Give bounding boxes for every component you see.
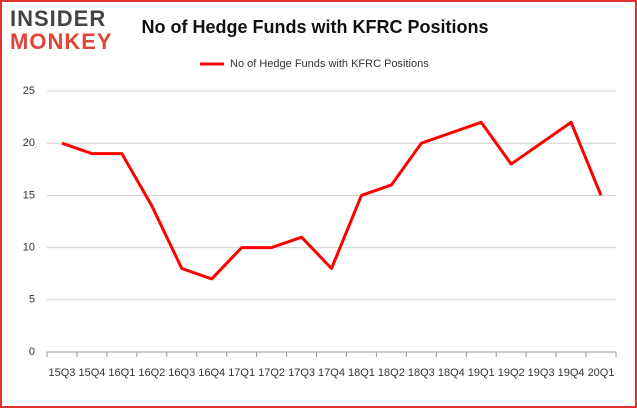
x-tick-label: 18Q3 bbox=[408, 367, 435, 379]
chart-title: No of Hedge Funds with KFRC Positions bbox=[142, 17, 489, 37]
x-tick-label: 17Q4 bbox=[318, 367, 345, 379]
x-tick-label: 15Q4 bbox=[78, 367, 105, 379]
x-tick-label: 20Q1 bbox=[588, 367, 615, 379]
x-tick-label: 17Q2 bbox=[258, 367, 285, 379]
x-tick-label: 18Q2 bbox=[378, 367, 405, 379]
data-line bbox=[61, 120, 603, 281]
x-tick-label: 18Q4 bbox=[438, 367, 465, 379]
x-tick-label: 16Q1 bbox=[108, 367, 135, 379]
x-tick-label: 15Q3 bbox=[49, 367, 76, 379]
y-tick-label: 20 bbox=[23, 137, 35, 149]
x-tick-label: 19Q4 bbox=[558, 367, 585, 379]
y-tick-label: 0 bbox=[29, 346, 35, 358]
x-tick-label: 16Q3 bbox=[168, 367, 195, 379]
y-tick-label: 5 bbox=[29, 294, 35, 306]
x-tick-label: 16Q2 bbox=[138, 367, 165, 379]
logo-top: INSIDER bbox=[10, 6, 106, 31]
x-tick-label: 17Q1 bbox=[228, 367, 255, 379]
y-tick-label: 10 bbox=[23, 242, 35, 254]
logo-bottom: MONKEY bbox=[10, 29, 113, 54]
x-tick-label: 17Q3 bbox=[288, 367, 315, 379]
x-tick-label: 16Q4 bbox=[198, 367, 225, 379]
x-tick-label: 19Q1 bbox=[468, 367, 495, 379]
x-tick-label: 18Q1 bbox=[348, 367, 375, 379]
y-tick-label: 15 bbox=[23, 189, 35, 201]
y-tick-label: 25 bbox=[23, 85, 35, 97]
x-tick-label: 19Q2 bbox=[498, 367, 525, 379]
legend-label: No of Hedge Funds with KFRC Positions bbox=[230, 58, 429, 70]
x-tick-label: 19Q3 bbox=[528, 367, 555, 379]
